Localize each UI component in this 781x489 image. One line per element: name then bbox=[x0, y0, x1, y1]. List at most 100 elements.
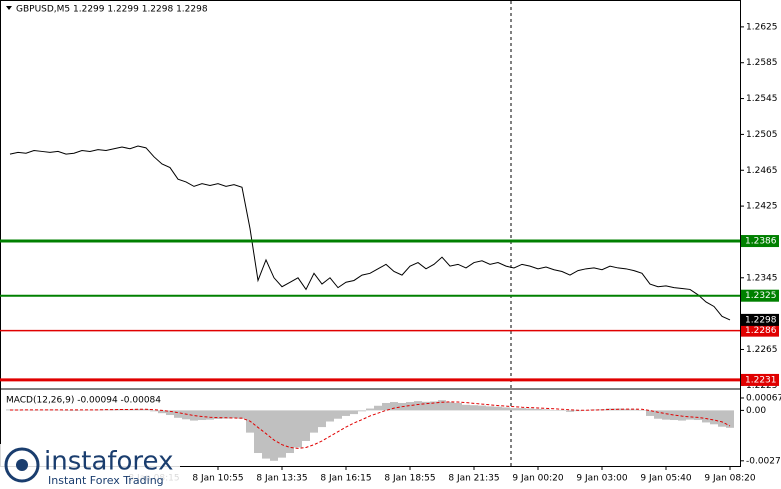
macd-bar bbox=[422, 401, 430, 411]
macd-bar bbox=[286, 410, 294, 454]
macd-bar bbox=[222, 410, 230, 419]
macd-bar bbox=[582, 410, 590, 411]
macd-bar bbox=[542, 409, 550, 411]
macd-y-tick-label: -0.00272 bbox=[746, 456, 781, 466]
x-tick-label: 9 Jan 03:00 bbox=[576, 474, 628, 484]
macd-bar bbox=[334, 410, 342, 419]
chart-title: GBPUSD,M5 1.2299 1.2299 1.2298 1.2298 bbox=[16, 5, 208, 15]
macd-bar bbox=[190, 410, 198, 421]
macd-bar bbox=[638, 410, 646, 411]
y-tick-label: 1.2465 bbox=[746, 166, 778, 176]
macd-bar bbox=[646, 410, 654, 416]
plot-frame bbox=[0, 0, 741, 467]
macd-bar bbox=[62, 410, 70, 411]
macd-bar bbox=[342, 410, 350, 416]
macd-bar bbox=[622, 408, 630, 411]
macd-bar bbox=[462, 404, 470, 411]
macd-bar bbox=[150, 410, 158, 412]
macd-bar bbox=[678, 410, 686, 421]
macd-bar bbox=[486, 406, 494, 411]
macd-bar bbox=[438, 400, 446, 411]
macd-bar bbox=[262, 410, 270, 459]
macd-bar bbox=[574, 410, 582, 412]
x-tick-label: 9 Jan 05:40 bbox=[640, 474, 692, 484]
y-tick-label: 1.2345 bbox=[746, 273, 778, 283]
y-tick-label: 1.2265 bbox=[746, 345, 778, 355]
y-tick-label: 1.2625 bbox=[746, 22, 778, 32]
level-label-bg bbox=[741, 289, 779, 302]
level-label-bg bbox=[741, 324, 779, 337]
macd-bar bbox=[710, 410, 718, 425]
macd-bar bbox=[294, 410, 302, 448]
macd-bar bbox=[302, 410, 310, 441]
macd-bar bbox=[718, 410, 726, 427]
y-tick-label: 1.2545 bbox=[746, 94, 778, 104]
macd-bar bbox=[110, 409, 118, 411]
macd-bar bbox=[134, 408, 142, 411]
y-tick-label: 1.2505 bbox=[746, 130, 778, 140]
macd-bar bbox=[406, 402, 414, 411]
x-tick-label: 9 Jan 08:20 bbox=[704, 474, 756, 484]
watermark-tagline: Instant Forex Trading bbox=[48, 474, 164, 487]
macd-bar bbox=[686, 410, 694, 420]
macd-bar bbox=[54, 409, 62, 411]
price-label-bg bbox=[741, 313, 779, 326]
macd-bar bbox=[630, 409, 638, 411]
macd-bar bbox=[350, 410, 358, 415]
macd-bar bbox=[414, 401, 422, 411]
macd-bar bbox=[694, 410, 702, 421]
macd-bar bbox=[510, 408, 518, 411]
price-line bbox=[9, 145, 731, 321]
x-tick-label: 8 Jan 16:15 bbox=[320, 474, 371, 484]
y-tick-label: 1.2585 bbox=[746, 58, 778, 68]
level-label-bg bbox=[741, 235, 779, 248]
macd-bar bbox=[502, 407, 510, 411]
level-label: 1.2386 bbox=[745, 237, 777, 247]
macd-bar bbox=[198, 410, 206, 421]
macd-title: MACD(12,26,9) -0.00094 -0.00084 bbox=[6, 396, 161, 406]
macd-bar bbox=[318, 410, 326, 428]
watermark-logo bbox=[4, 447, 40, 483]
menu-arrow bbox=[6, 6, 12, 10]
macd-bar bbox=[566, 410, 574, 412]
macd-bar bbox=[454, 402, 462, 411]
macd-bar bbox=[166, 410, 174, 416]
macd-y-tick-label: 0.00067 bbox=[746, 393, 781, 403]
watermark-logo-core bbox=[16, 459, 28, 471]
watermark: instaforex Instant Forex Trading bbox=[0, 444, 180, 489]
macd-bar bbox=[702, 410, 710, 423]
macd-bar bbox=[30, 410, 38, 411]
watermark-brand: instaforex bbox=[44, 447, 173, 477]
macd-bar bbox=[374, 405, 382, 411]
macd-bar bbox=[470, 405, 478, 411]
x-tick-label: 8 Jan 13:35 bbox=[256, 474, 307, 484]
x-tick-label: 8 Jan 21:35 bbox=[448, 474, 499, 484]
macd-bar bbox=[254, 410, 262, 454]
level-label-bg bbox=[741, 373, 779, 386]
level-label: 1.2286 bbox=[745, 326, 777, 336]
y-tick-label: 1.2425 bbox=[746, 202, 778, 212]
macd-bar bbox=[534, 408, 542, 411]
x-tick-label: 8 Jan 18:55 bbox=[384, 474, 435, 484]
macd-bar bbox=[654, 410, 662, 419]
x-tick-label: 9 Jan 00:20 bbox=[512, 474, 564, 484]
price-label: 1.2298 bbox=[745, 315, 777, 325]
macd-bar bbox=[238, 410, 246, 419]
macd-bar bbox=[70, 410, 78, 411]
macd-bar bbox=[206, 410, 214, 420]
level-label: 1.2231 bbox=[745, 375, 777, 385]
x-tick-label: 8 Jan 10:55 bbox=[192, 474, 243, 484]
macd-bar bbox=[366, 408, 374, 411]
macd-bar bbox=[526, 408, 534, 411]
macd-bar bbox=[518, 408, 526, 411]
macd-bar bbox=[558, 410, 566, 411]
macd-bar bbox=[494, 406, 502, 411]
macd-bar bbox=[606, 408, 614, 411]
signal-line bbox=[10, 401, 731, 449]
macd-bar bbox=[158, 410, 166, 414]
macd-bar bbox=[214, 410, 222, 419]
macd-bar bbox=[270, 410, 278, 461]
macd-bar bbox=[174, 410, 182, 418]
level-label: 1.2325 bbox=[745, 291, 777, 301]
